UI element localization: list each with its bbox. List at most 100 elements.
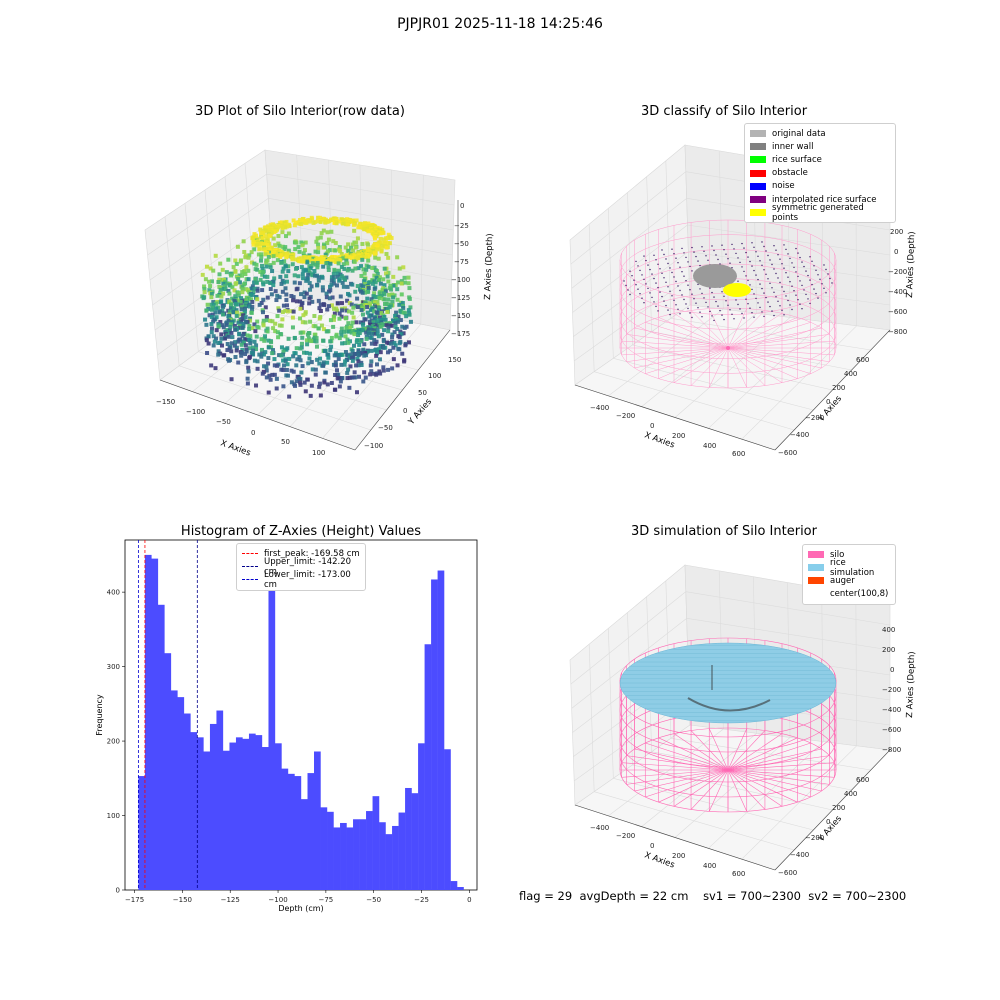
scatter-point: [406, 308, 411, 313]
silo-spoke: [727, 769, 835, 778]
scatter-point: [369, 297, 374, 302]
scatter-point: [349, 330, 354, 335]
scatter-point: [221, 281, 226, 286]
scatter-point: [267, 373, 272, 378]
panel1-x-ticks: −150 −100 −50 0 50 100: [156, 398, 325, 457]
scatter-point: [243, 320, 248, 325]
scatter-point: [261, 270, 266, 275]
surface-point: [741, 242, 743, 245]
silo-spoke: [727, 347, 830, 362]
scatter-point: [317, 215, 322, 220]
scatter-point: [332, 306, 337, 311]
scatter-point: [259, 252, 264, 257]
scatter-point: [209, 307, 214, 312]
scatter-point: [372, 304, 377, 309]
scatter-point: [239, 307, 244, 312]
scatter-point: [364, 334, 369, 339]
scatter-point: [367, 319, 372, 324]
scatter-point: [386, 297, 391, 302]
scatter-point: [254, 280, 259, 285]
surface-point: [697, 283, 699, 286]
p4-ytick-6: 600: [856, 776, 869, 784]
scatter-point: [363, 375, 368, 380]
scatter-point: [317, 361, 322, 366]
scatter-point: [348, 364, 353, 369]
scatter-point: [275, 330, 280, 335]
scatter-point: [296, 274, 301, 279]
scatter-point: [352, 370, 357, 375]
scatter-point: [334, 368, 339, 373]
scatter-point: [362, 342, 367, 347]
scatter-point: [309, 383, 314, 388]
silo-spoke: [634, 347, 729, 369]
scatter-point: [375, 247, 380, 252]
x-tick-label: −75: [318, 896, 333, 904]
histogram-bar: [164, 653, 172, 890]
surface-point: [679, 289, 681, 292]
scatter-point: [341, 284, 346, 289]
scatter-point: [380, 227, 385, 232]
scatter-point: [311, 220, 316, 225]
scatter-point: [247, 326, 252, 331]
scatter-point: [374, 372, 379, 377]
scatter-point: [362, 282, 367, 287]
scatter-point: [264, 375, 269, 380]
surface-point: [775, 272, 777, 275]
surface-point: [689, 312, 691, 314]
scatter-point: [332, 387, 337, 392]
panel2-legend: original data inner wall rice surface obsta…: [744, 123, 896, 224]
scatter-point: [384, 245, 389, 250]
surface-point: [665, 258, 667, 260]
scatter-point: [331, 217, 336, 222]
p4-xtick-1: −200: [616, 832, 635, 840]
surface-point: [799, 280, 801, 282]
scatter-point: [231, 265, 236, 270]
scatter-point: [204, 308, 209, 313]
scatter-point: [337, 278, 342, 283]
panel1-xlabel: X Axies: [219, 438, 252, 458]
scatter-point: [372, 300, 377, 305]
surface-point: [695, 302, 697, 304]
scatter-point: [221, 291, 226, 296]
scatter-point: [365, 296, 370, 301]
surface-point: [659, 291, 661, 293]
scatter-point: [366, 264, 371, 269]
scatter-point: [345, 337, 350, 342]
surface-point: [789, 281, 791, 283]
scatter-point: [382, 328, 387, 333]
scatter-point: [233, 269, 238, 274]
scatter-point: [389, 236, 394, 241]
scatter-point: [311, 256, 316, 261]
scatter-point: [264, 264, 269, 269]
scatter-point: [251, 348, 256, 353]
surface-point: [777, 277, 779, 279]
scatter-point: [323, 370, 328, 375]
surface-point: [705, 301, 707, 304]
scatter-point: [261, 282, 266, 287]
x-tick-label: −50: [366, 896, 381, 904]
scatter-point: [360, 290, 365, 295]
silo-spoke: [658, 347, 729, 379]
scatter-point: [326, 265, 331, 270]
surface-point: [735, 299, 737, 301]
surface-point: [779, 305, 781, 307]
scatter-point: [342, 341, 347, 346]
scatter-point: [308, 393, 313, 398]
surface-point: [665, 281, 667, 283]
surface-point: [777, 254, 779, 256]
scatter-point: [300, 216, 305, 221]
scatter-point: [283, 286, 288, 291]
scatter-point: [382, 314, 387, 319]
scatter-point: [385, 350, 390, 355]
silo-spoke: [658, 769, 729, 803]
scatter-point: [222, 336, 227, 341]
scatter-point: [346, 321, 351, 326]
scatter-point: [240, 325, 245, 330]
surface-point: [755, 251, 757, 253]
scatter-point: [289, 368, 294, 373]
scatter-point: [390, 335, 395, 340]
scatter-point: [354, 340, 359, 345]
legend-swatch: [242, 553, 258, 555]
scatter-point: [259, 337, 264, 342]
legend-entry: symmetric generated points: [750, 203, 890, 223]
